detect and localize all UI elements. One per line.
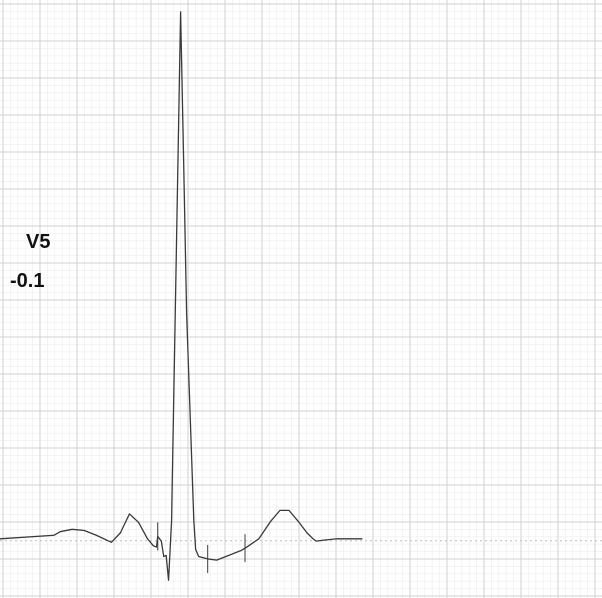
ecg-trace-line [0,11,363,581]
lead-value-label: -0.1 [10,270,44,292]
lead-name-label: V5 [26,231,50,253]
